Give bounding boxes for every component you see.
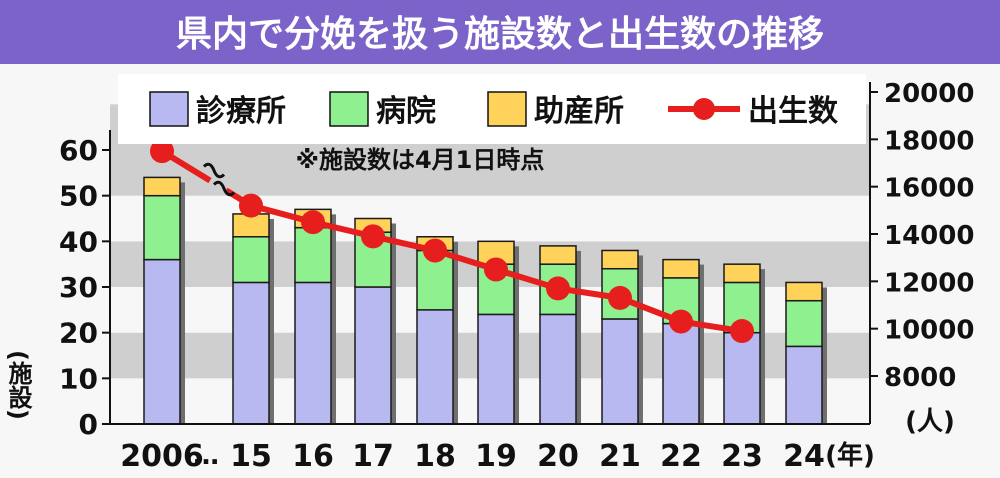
y-left-tick-label: 40 [59,225,98,258]
births-point [730,319,754,344]
bar-segment-clinic [416,309,454,425]
x-tick-label: 2006 [120,439,204,474]
grid-band [110,195,870,242]
births-point [608,285,632,310]
x-tick-label: 19 [475,439,517,474]
births-point [361,224,385,249]
bar-segment-clinic [723,331,761,425]
bar-segment-midwife [539,245,577,265]
bar-segment-clinic [539,313,577,425]
births-point [239,193,263,218]
x-tick-label: 24 [783,439,825,474]
legend-point-swatch [693,98,715,120]
title-banner [0,0,1000,64]
x-axis-break-label: … [193,441,219,471]
y-right-tick-label: 18000 [884,126,974,156]
legend: 診療所 病院 助産所 出生数 [118,74,866,144]
legend-label: 病院 [376,94,436,129]
bar-segment-midwife [723,263,761,284]
y-left-tick-label: 0 [79,408,98,441]
y-left-tick-label: 30 [59,271,98,304]
y-right-tick-label: 12000 [884,268,974,298]
bar-segment-clinic [143,258,181,425]
y-left-tick-label: 60 [59,134,98,167]
bar-segment-clinic [601,318,639,425]
legend-label: 診療所 [196,94,286,129]
births-point [423,238,447,263]
x-tick-label: 15 [230,439,272,474]
bar-segment-clinic [662,322,700,425]
bar-segment-hospital [294,226,332,284]
y-right-tick-label: 10000 [884,316,974,346]
grid-band [110,150,870,196]
x-tick-label: 23 [721,439,763,474]
x-tick-label: 21 [599,439,641,474]
bar-segment-midwife [143,176,181,197]
legend-label: 助産所 [534,94,624,129]
axis-break-mark [212,180,236,197]
y-right-tick-label: 20000 [884,79,974,109]
x-tick-label: 18 [414,439,456,474]
bar-segment-hospital [143,194,181,261]
bar-segment-clinic [294,281,332,425]
y-left-tick-label: 10 [59,362,98,395]
y-left-tick-label: 20 [59,317,98,350]
bar-segment-clinic [354,286,392,425]
births-line-group [150,139,754,344]
births-point [301,210,325,235]
bar-segment-clinic [232,281,270,425]
bar-segment-hospital [785,299,823,348]
title-group: 県内で分娩を扱う施設数と出生数の推移 [0,0,1000,64]
bar-segment-midwife [601,249,639,270]
bar-segment-midwife [662,258,700,279]
x-tick-label: 20 [537,439,579,474]
legend-swatch-midwife [487,91,527,127]
births-point [546,276,570,301]
x-tick-label: 22 [660,439,702,474]
y-left-tick-label: 50 [59,180,98,213]
x-tick-label: 17 [352,439,394,474]
y-right-tick-label: 8000 [884,363,956,393]
x-axis-suffix: (年) [825,440,875,471]
x-tick-label: 16 [292,439,334,474]
y-right-tick-label: 16000 [884,174,974,204]
legend-label: 出生数 [748,94,839,129]
births-point [484,257,508,282]
y-left-label: (施設) [4,350,32,420]
axis-break-mark [202,162,226,179]
axes-group: 0 10 20 30 40 50 60 (施設) 8000 10000 12000 14000 1600… [4,79,974,474]
legend-swatch-hospital [329,91,369,127]
births-point [150,139,174,164]
y-right-label: (人) [905,407,955,437]
bar-segment-clinic [477,313,515,425]
legend-swatch-clinic [149,91,189,127]
bar-segment-hospital [232,236,270,284]
bar-segment-clinic [785,345,823,425]
bar-segment-midwife [785,281,823,302]
chart-title: 県内で分娩を扱う施設数と出生数の推移 [176,14,824,55]
y-right-tick-label: 14000 [884,221,974,251]
births-point [669,309,693,334]
chart-note: ※施設数は4月1日時点 [296,146,545,174]
